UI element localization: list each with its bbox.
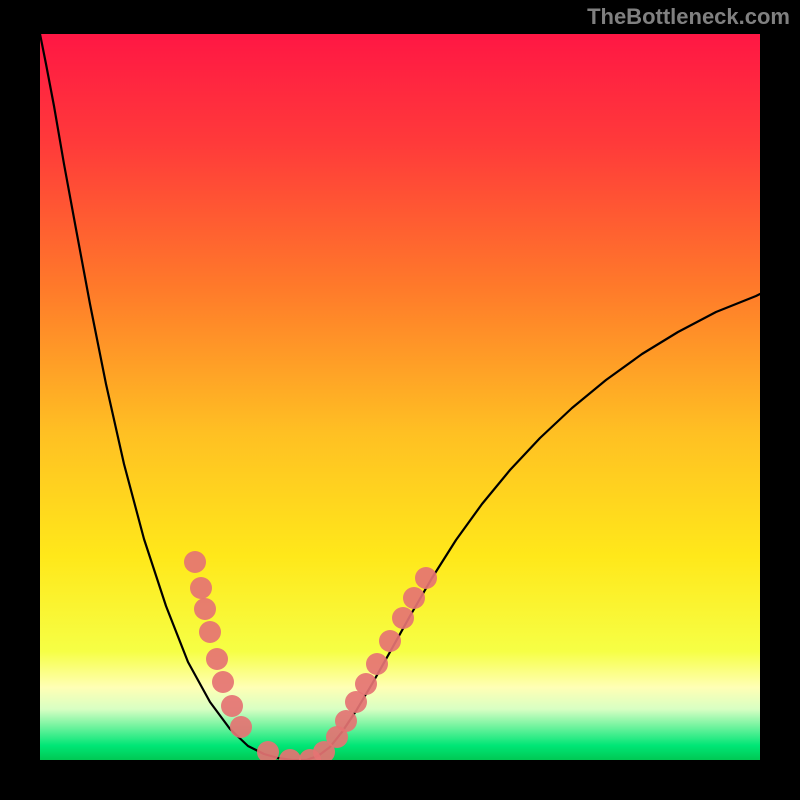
gradient-background (40, 34, 760, 760)
canvas: TheBottleneck.com (0, 0, 800, 800)
data-marker (199, 621, 221, 643)
data-marker (335, 710, 357, 732)
data-marker (221, 695, 243, 717)
data-marker (379, 630, 401, 652)
plot-svg (40, 34, 760, 760)
data-marker (415, 567, 437, 589)
plot-area (40, 34, 760, 760)
data-marker (184, 551, 206, 573)
data-marker (366, 653, 388, 675)
data-marker (403, 587, 425, 609)
data-marker (206, 648, 228, 670)
data-marker (230, 716, 252, 738)
data-marker (355, 673, 377, 695)
data-marker (190, 577, 212, 599)
watermark: TheBottleneck.com (587, 4, 790, 30)
data-marker (392, 607, 414, 629)
data-marker (212, 671, 234, 693)
data-marker (194, 598, 216, 620)
